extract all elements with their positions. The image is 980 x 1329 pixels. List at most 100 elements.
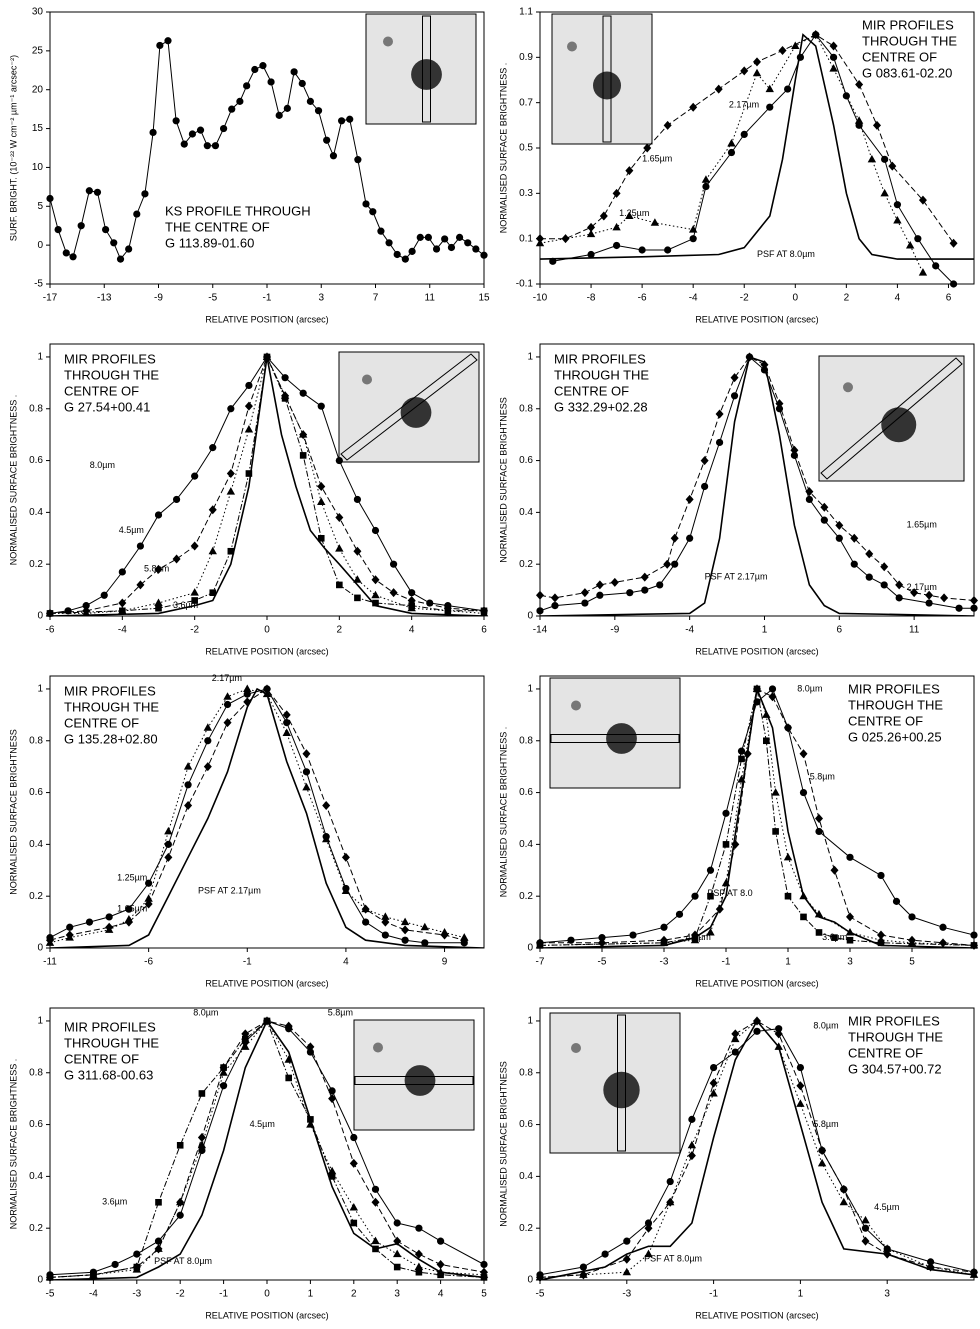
annotation: THROUGH THE bbox=[848, 697, 943, 712]
y-tick-label: 30 bbox=[32, 7, 44, 18]
marker bbox=[371, 590, 380, 599]
marker bbox=[243, 690, 251, 698]
marker bbox=[731, 1034, 740, 1043]
annotation: MIR PROFILES bbox=[64, 683, 156, 698]
marker bbox=[302, 768, 311, 776]
x-tick-label: -2 bbox=[176, 1289, 185, 1300]
x-axis-label: RELATIVE POSITION (arcsec) bbox=[205, 646, 328, 656]
marker bbox=[839, 1197, 848, 1206]
marker bbox=[623, 1237, 631, 1245]
panel: -11 -6 -1 4 9 0 0.2 0.4 0.6 0.8 1 RELATIVE POSITION… bbox=[8, 673, 485, 988]
marker bbox=[211, 142, 220, 150]
inset-source bbox=[373, 1042, 383, 1053]
marker bbox=[771, 788, 780, 796]
series-label: 5.8µm bbox=[813, 1119, 838, 1129]
marker bbox=[932, 262, 940, 270]
x-tick-label: 1 bbox=[785, 957, 791, 968]
marker bbox=[100, 591, 108, 599]
marker bbox=[154, 598, 163, 607]
y-tick-label: 0 bbox=[37, 611, 43, 622]
marker bbox=[414, 1249, 423, 1259]
series-label: PSF AT 8.0µm bbox=[757, 249, 815, 259]
marker bbox=[133, 1250, 141, 1258]
marker bbox=[371, 1197, 380, 1207]
marker bbox=[599, 211, 608, 221]
y-tick-label: 0.6 bbox=[519, 787, 533, 798]
profile-line bbox=[50, 687, 484, 948]
y-tick-label: 0.2 bbox=[29, 559, 43, 570]
marker bbox=[282, 728, 291, 736]
inset-source bbox=[881, 407, 917, 443]
plot-frame bbox=[539, 343, 975, 617]
marker bbox=[877, 930, 885, 940]
marker bbox=[587, 222, 596, 232]
y-tick-label: 0.6 bbox=[29, 1119, 43, 1130]
x-tick-label: -17 bbox=[43, 293, 58, 304]
marker bbox=[46, 935, 54, 945]
marker bbox=[349, 1158, 358, 1168]
marker bbox=[354, 156, 362, 164]
marker bbox=[835, 534, 843, 542]
marker bbox=[203, 762, 212, 772]
marker bbox=[437, 1271, 444, 1279]
marker bbox=[753, 57, 761, 67]
y-axis-label: NORMALISED SURFACE BRIGHTNESS bbox=[498, 397, 508, 563]
marker bbox=[164, 826, 173, 835]
marker bbox=[220, 1064, 227, 1071]
marker bbox=[208, 546, 217, 555]
marker bbox=[706, 927, 715, 936]
x-tick-label: 6 bbox=[946, 293, 952, 304]
y-tick-label: 25 bbox=[32, 45, 44, 56]
annotation: CENTRE OF bbox=[554, 383, 629, 398]
marker bbox=[156, 41, 164, 50]
marker bbox=[154, 564, 163, 574]
annotation: G 27.54+00.41 bbox=[64, 399, 150, 414]
marker bbox=[190, 541, 199, 551]
x-tick-label: -4 bbox=[118, 625, 127, 636]
marker bbox=[336, 581, 343, 589]
annotation: THROUGH THE bbox=[64, 699, 159, 714]
series-label: PSF AT 8.0µm bbox=[644, 1254, 702, 1264]
marker bbox=[820, 502, 829, 512]
y-tick-label: 0.6 bbox=[519, 455, 533, 466]
marker bbox=[415, 1224, 423, 1232]
marker bbox=[281, 395, 289, 402]
marker bbox=[393, 250, 401, 259]
marker bbox=[955, 604, 963, 612]
annotation: THROUGH THE bbox=[64, 367, 159, 382]
marker bbox=[707, 892, 714, 900]
marker bbox=[118, 568, 126, 576]
inset-slit bbox=[354, 1076, 474, 1085]
marker bbox=[350, 1133, 358, 1142]
series-label: 1.65µm bbox=[642, 154, 672, 164]
annotation: MIR PROFILES bbox=[862, 17, 954, 32]
marker bbox=[155, 1198, 162, 1206]
profile-line bbox=[540, 1020, 974, 1278]
marker bbox=[241, 1042, 250, 1050]
marker bbox=[223, 692, 232, 700]
marker bbox=[790, 451, 799, 459]
marker bbox=[414, 1262, 424, 1271]
marker bbox=[940, 593, 949, 603]
marker bbox=[208, 505, 217, 515]
marker bbox=[197, 1140, 207, 1149]
series-label: 8.0µm bbox=[813, 1021, 838, 1031]
marker bbox=[766, 103, 774, 111]
marker bbox=[191, 472, 199, 480]
marker bbox=[353, 495, 362, 504]
marker bbox=[730, 392, 739, 400]
marker bbox=[93, 188, 102, 196]
x-axis-label: RELATIVE POSITION (arcsec) bbox=[695, 978, 818, 988]
marker bbox=[172, 495, 181, 504]
x-tick-label: -5 bbox=[46, 1289, 55, 1300]
x-tick-label: -9 bbox=[610, 625, 619, 636]
marker bbox=[480, 607, 488, 615]
marker bbox=[283, 104, 291, 112]
annotation: G 135.28+02.80 bbox=[64, 731, 158, 746]
marker bbox=[595, 580, 604, 590]
marker bbox=[666, 1197, 675, 1206]
marker bbox=[227, 547, 235, 555]
marker bbox=[910, 588, 919, 598]
marker bbox=[329, 152, 338, 160]
y-tick-label: 0.6 bbox=[519, 1119, 533, 1130]
